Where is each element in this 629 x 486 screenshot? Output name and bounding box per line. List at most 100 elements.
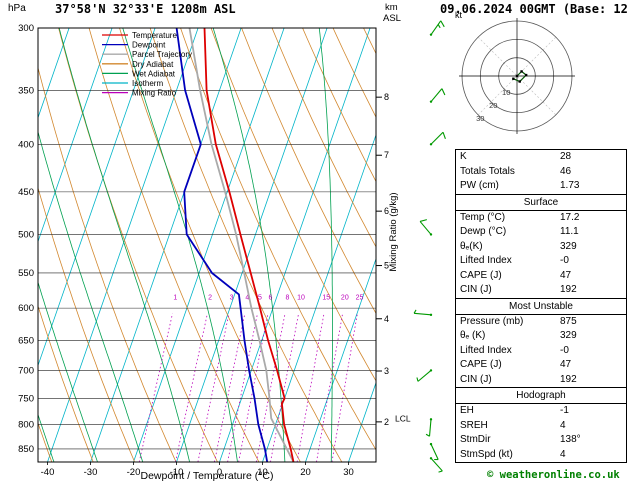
isotherm-line [305, 257, 376, 462]
stats-section-title: Hodograph [456, 387, 626, 404]
stat-row: PW (cm) 1.73 [456, 179, 626, 194]
stat-label: Dewp (°C) [460, 226, 507, 237]
pressure-tick-label: 350 [18, 85, 34, 96]
pressure-tick-label: 300 [18, 23, 34, 34]
isotherm-line [176, 28, 328, 462]
stat-label: Lifted Index [460, 344, 512, 356]
stat-label: CIN (J) [460, 284, 492, 295]
isotherm-line [90, 28, 242, 462]
wind-barb [429, 20, 445, 36]
stat-row: Temp (°C) 17.2 [456, 211, 626, 226]
hodograph-trace-marker [515, 74, 519, 78]
stat-row: SREH 4 [456, 419, 626, 434]
dry-adiabat-line [180, 28, 376, 451]
stat-row: EH -1 [456, 404, 626, 419]
stat-row: K 28 [456, 150, 626, 165]
stat-row: CAPE (J) 47 [456, 358, 626, 373]
temp-tick-label: 0 [217, 467, 222, 478]
legend-label: Dewpoint [132, 41, 166, 50]
parcel-trajectory-curve [188, 28, 295, 462]
wet-adiabat-line [38, 281, 98, 462]
pressure-tick-label: 850 [18, 444, 34, 455]
stat-value: 192 [560, 373, 577, 385]
mixing-ratio-axis-label: Mixing Ratio (g/kg) [388, 192, 399, 272]
run-datetime-label: 09.06.2024 00GMT (Base: 12) [440, 2, 629, 16]
km-tick-label: 6 [384, 206, 389, 216]
stat-label: Temp (°C) [460, 211, 506, 223]
stat-label: SREH [460, 419, 488, 431]
wet-adiabat-line [0, 21, 12, 462]
stat-row: θₑ (K) 329 [456, 329, 626, 344]
stat-label: CAPE (J) [460, 269, 502, 281]
km-axis-unit-label: km [385, 2, 398, 13]
stat-row: CAPE (J) 47 [456, 269, 626, 284]
temperature-curve [203, 28, 295, 462]
stat-row: Lifted Index -0 [456, 344, 626, 359]
stat-value: 1.73 [560, 180, 580, 191]
hodograph-trace-marker [524, 73, 528, 77]
hodograph-trace [513, 70, 528, 83]
copyright-label: © weatheronline.co.uk [487, 469, 620, 481]
dry-adiabat-line [38, 304, 94, 462]
stat-label: StmDir [460, 434, 491, 445]
pressure-tick-label: 700 [18, 365, 34, 376]
isotherm-line [38, 28, 70, 119]
mixing-ratio-line [138, 313, 173, 462]
dewpoint-curve [175, 28, 269, 462]
mixing-ratio-line [316, 313, 343, 462]
stat-row: StmDir 138° [456, 433, 626, 448]
wind-barb [416, 369, 433, 382]
pressure-tick-label: 800 [18, 419, 34, 430]
wet-adiabat-line [58, 28, 190, 462]
mixing-ratio-label: 10 [297, 294, 305, 301]
stat-row: CIN (J) 192 [456, 283, 626, 298]
dry-adiabat-line [38, 66, 177, 462]
stat-label: θₑ (K) [460, 330, 486, 341]
mixing-ratio-line [256, 313, 286, 462]
asl-axis-unit-label: ASL [383, 13, 401, 24]
stat-value: 4 [560, 448, 566, 460]
stat-value: 47 [560, 359, 572, 370]
hodograph: 10 20 30 kt [455, 10, 575, 134]
wind-barb [429, 88, 446, 103]
wind-barb [425, 418, 433, 437]
wind-barb [429, 131, 446, 146]
mixing-ratio-label: 3 [230, 294, 234, 301]
stat-label: Totals Totals [460, 165, 515, 177]
temp-tick-label: -20 [127, 467, 141, 478]
mixing-ratio-label: 4 [245, 294, 249, 301]
page-title: 37°58'N 32°33'E 1208m ASL [55, 2, 236, 16]
stats-panel: K 28 Totals Totals 46 PW (cm) 1.73 Surface Temp… [455, 149, 627, 463]
stat-value: 47 [560, 269, 572, 281]
stat-label: PW (cm) [460, 180, 499, 191]
stat-row: θₑ(K) 329 [456, 240, 626, 255]
pressure-tick-label: 750 [18, 393, 34, 404]
stat-row: Pressure (mb) 875 [456, 315, 626, 330]
km-tick-label: 3 [384, 366, 389, 376]
stat-row: CIN (J) 192 [456, 373, 626, 388]
dry-adiabat-line [88, 28, 260, 462]
mixing-ratio-line [175, 313, 208, 462]
mixing-ratio-line [197, 313, 230, 462]
x-axis-label: Dewpoint / Temperature (°C) [140, 470, 274, 482]
legend-label: Mixing Ratio [132, 89, 177, 98]
wind-barb [429, 457, 443, 473]
hodograph-trace-marker [520, 70, 523, 73]
stat-label: CIN (J) [460, 373, 492, 385]
stat-value: -0 [560, 255, 569, 266]
wind-barb [419, 219, 433, 236]
wet-adiabat-line [318, 28, 333, 462]
stat-label: Pressure (mb) [460, 315, 524, 327]
stat-label: CAPE (J) [460, 359, 502, 370]
stat-value: 11.1 [560, 226, 579, 237]
pressure-tick-label: 650 [18, 335, 34, 346]
hodograph-unit-label: kt [455, 10, 463, 20]
temp-tick-label: 20 [300, 467, 311, 478]
temp-tick-label: -40 [41, 467, 55, 478]
stat-value: 192 [560, 284, 577, 295]
stat-value: 329 [560, 330, 577, 341]
isotherm-line [219, 28, 371, 462]
stats-section-title: Most Unstable [456, 297, 626, 315]
stat-label: θₑ(K) [460, 240, 483, 252]
